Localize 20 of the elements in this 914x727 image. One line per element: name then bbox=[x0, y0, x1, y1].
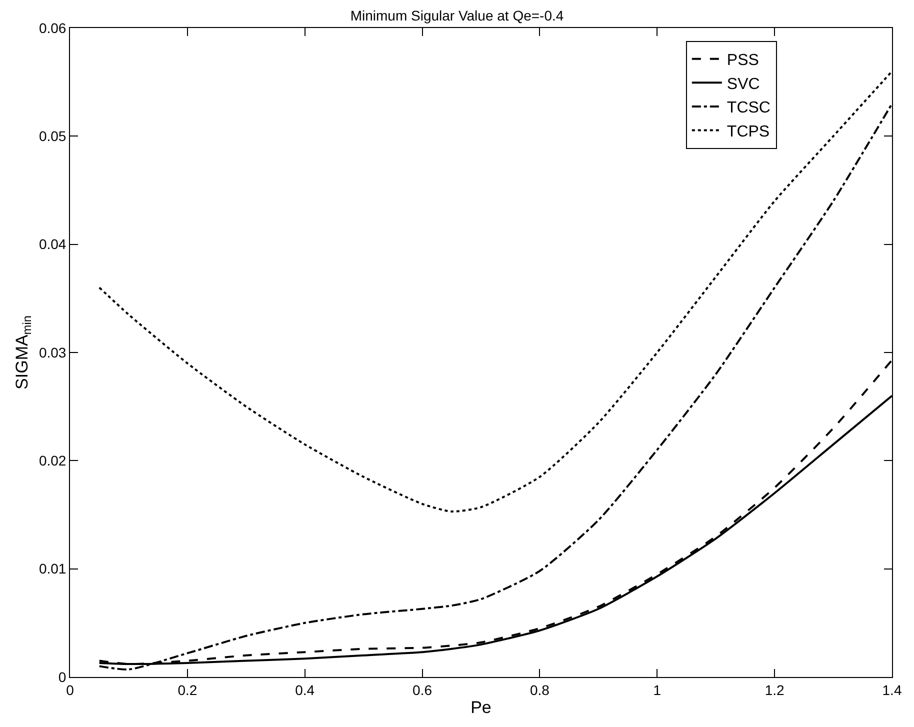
x-tick-label: 0.6 bbox=[412, 682, 432, 698]
x-tick-label: 1 bbox=[653, 682, 662, 698]
x-tick-label: 1.4 bbox=[882, 682, 902, 698]
y-tick-label: 0.04 bbox=[38, 236, 66, 252]
x-tick-label: 1.2 bbox=[764, 682, 785, 698]
y-tick-label: 0 bbox=[58, 668, 66, 685]
legend-label: PSS bbox=[726, 52, 759, 70]
legend-label: TCPS bbox=[726, 124, 770, 141]
legend-label: TCSC bbox=[726, 100, 770, 117]
x-tick-label: 0.4 bbox=[295, 682, 315, 698]
legend-label: SVC bbox=[726, 76, 760, 93]
chart-title: Minimum Sigular Value at Qe=-0.4 bbox=[350, 8, 564, 24]
y-tick-label: 0.02 bbox=[38, 452, 66, 469]
y-tick-label: 0.03 bbox=[38, 344, 66, 360]
x-tick-label: 0.8 bbox=[530, 682, 550, 698]
x-axis-title: Pe bbox=[470, 698, 492, 718]
x-tick-label: 0.2 bbox=[178, 682, 198, 698]
y-tick-label: 0.01 bbox=[38, 560, 66, 577]
y-tick-label: 0.06 bbox=[38, 20, 66, 36]
y-tick-label: 0.05 bbox=[38, 128, 66, 144]
